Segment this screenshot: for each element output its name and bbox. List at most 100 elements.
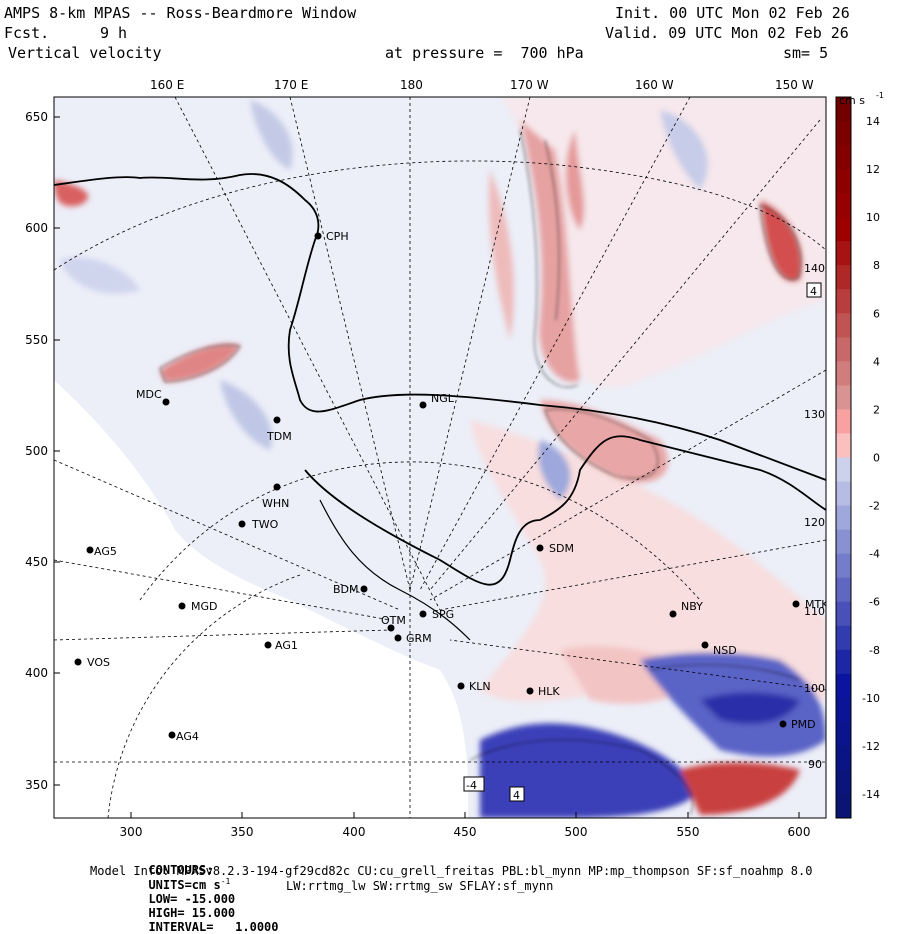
colorbar-band — [836, 697, 851, 723]
y-tick-label: 450 — [25, 555, 48, 569]
station-label: KLN — [469, 680, 491, 693]
colorbar-label: 4 — [873, 355, 880, 368]
contours-units: UNITS=cm s — [148, 878, 221, 892]
x-axis: 300 350 400 450 500 550 600 — [120, 825, 811, 839]
station-label: BDM — [333, 583, 359, 596]
colorbar-label: 8 — [873, 259, 880, 272]
top-axis-label: 180 — [400, 78, 423, 92]
colorbar-band — [836, 169, 851, 194]
station-label: TWO — [251, 518, 279, 531]
map-title: AMPS 8-km MPAS -- Ross-Beardmore Window — [4, 4, 357, 22]
colorbar-band — [836, 433, 851, 458]
y-tick-label: 350 — [25, 778, 48, 792]
station-label: WHN — [262, 497, 289, 510]
colorbar-band — [836, 385, 851, 410]
x-tick-label: 300 — [120, 825, 143, 839]
colorbar-band — [836, 769, 851, 795]
colorbar-band — [836, 217, 851, 242]
colorbar-label: 6 — [873, 307, 880, 320]
y-tick-label: 500 — [25, 444, 48, 458]
colorbar-band — [836, 673, 851, 699]
colorbar-band — [836, 193, 851, 218]
station-label: CPH — [326, 230, 349, 243]
colorbar-units-exp: -1 — [876, 91, 884, 100]
colorbar-band — [836, 625, 851, 651]
colorbar-band — [836, 721, 851, 747]
contours-interval: INTERVAL= 1.0000 — [148, 920, 279, 934]
contours-low: LOW= -15.000 — [148, 892, 236, 906]
x-tick-label: 500 — [565, 825, 588, 839]
inner-lon-label: 100 W — [804, 682, 839, 695]
colorbar-band — [836, 745, 851, 771]
forecast-label: Fcst. — [4, 24, 50, 42]
x-tick-label: 450 — [454, 825, 477, 839]
station-label: PMD — [791, 718, 816, 731]
colorbar-label: -2 — [869, 500, 880, 513]
colorbar-label: 12 — [866, 163, 880, 176]
velocity-field: CPH NGL MDC TDM WHN TWO AG5 SDM BDM MGD … — [54, 97, 839, 818]
inner-lon-label: 120 W — [804, 516, 839, 529]
top-axis-label: 150 W — [775, 78, 814, 92]
extreme-marker: 4 — [513, 789, 520, 802]
station-label: MGD — [191, 600, 218, 613]
top-axis-label: 160 W — [635, 78, 674, 92]
colorbar-label: -4 — [869, 548, 880, 561]
colorbar — [835, 96, 852, 819]
colorbar-label: -14 — [862, 788, 880, 801]
station-label: GRM — [406, 632, 432, 645]
contours-high: HIGH= 15.000 — [148, 906, 236, 920]
colorbar-label: 10 — [866, 211, 880, 224]
colorbar-band — [836, 529, 851, 555]
contours-units-exp: -1 — [220, 877, 231, 886]
colorbar-band — [836, 241, 851, 266]
colorbar-band — [836, 361, 851, 386]
station-label: NSD — [713, 644, 737, 657]
station-dot — [314, 232, 322, 240]
top-axis-label: 170 W — [510, 78, 549, 92]
top-axis-label: 160 E — [150, 78, 184, 92]
inner-lon-labels: 140 W 130 W 120 W 110 W 100 W 90 W — [804, 262, 839, 771]
station-label: AG1 — [275, 639, 298, 652]
model-info-2: LW:rrtmg_lw SW:rrtmg_sw SFLAY:sf_mynn — [286, 879, 554, 893]
colorbar-band — [836, 121, 851, 146]
colorbar-label: 14 — [866, 115, 880, 128]
colorbar-label: -12 — [862, 740, 880, 753]
model-info: Model Info: MPASv8.2.3-194-gf29cd82c CU:… — [90, 864, 813, 878]
pressure-level: at pressure = 700 hPa — [385, 44, 584, 62]
inner-lon-label: 140 W — [804, 262, 839, 275]
extreme-marker: -4 — [466, 779, 477, 792]
forecast-hour: 9 h — [100, 24, 128, 42]
x-tick-label: 600 — [788, 825, 811, 839]
colorbar-units: cm s -1 — [839, 91, 884, 107]
colorbar-label: 0 — [873, 452, 880, 465]
station-label: AG5 — [94, 545, 117, 558]
station-label: OTM — [381, 614, 406, 627]
colorbar-band — [836, 457, 851, 483]
inner-lon-label: 130 W — [804, 408, 839, 421]
station-label: MTK — [805, 598, 829, 611]
colorbar-band — [836, 577, 851, 603]
colorbar-band — [836, 505, 851, 531]
valid-time: Valid. 09 UTC Mon 02 Feb 26 — [605, 24, 849, 42]
extreme-markers: 4 4 -4 — [463, 282, 822, 802]
footer-contours: CONTOURS: UNITS=cm s-1 LOW= -15.000 HIGH… — [134, 849, 279, 934]
map-figure: CPH NGL MDC TDM WHN TWO AG5 SDM BDM MGD … — [25, 78, 884, 839]
y-axis: 650 600 550 500 450 400 350 — [25, 110, 48, 792]
colorbar-band — [836, 553, 851, 579]
colorbar-label: 2 — [873, 403, 880, 416]
colorbar-band — [836, 97, 851, 122]
colorbar-band — [836, 265, 851, 290]
y-tick-label: 400 — [25, 666, 48, 680]
colorbar-band — [836, 481, 851, 507]
station-label: NGL — [431, 392, 455, 405]
colorbar-band — [836, 601, 851, 627]
y-tick-label: 600 — [25, 221, 48, 235]
colorbar-label: -10 — [862, 692, 880, 705]
colorbar-band — [836, 409, 851, 434]
smoothing: sm= 5 — [783, 44, 829, 62]
x-tick-label: 350 — [231, 825, 254, 839]
colorbar-label: -8 — [869, 644, 880, 657]
station-label: NBY — [681, 600, 703, 613]
colorbar-labels: 14 12 10 8 6 4 2 0 -2 -4 -6 -8 -10 -12 -14 — [862, 115, 880, 801]
station-label: TDM — [266, 430, 292, 443]
